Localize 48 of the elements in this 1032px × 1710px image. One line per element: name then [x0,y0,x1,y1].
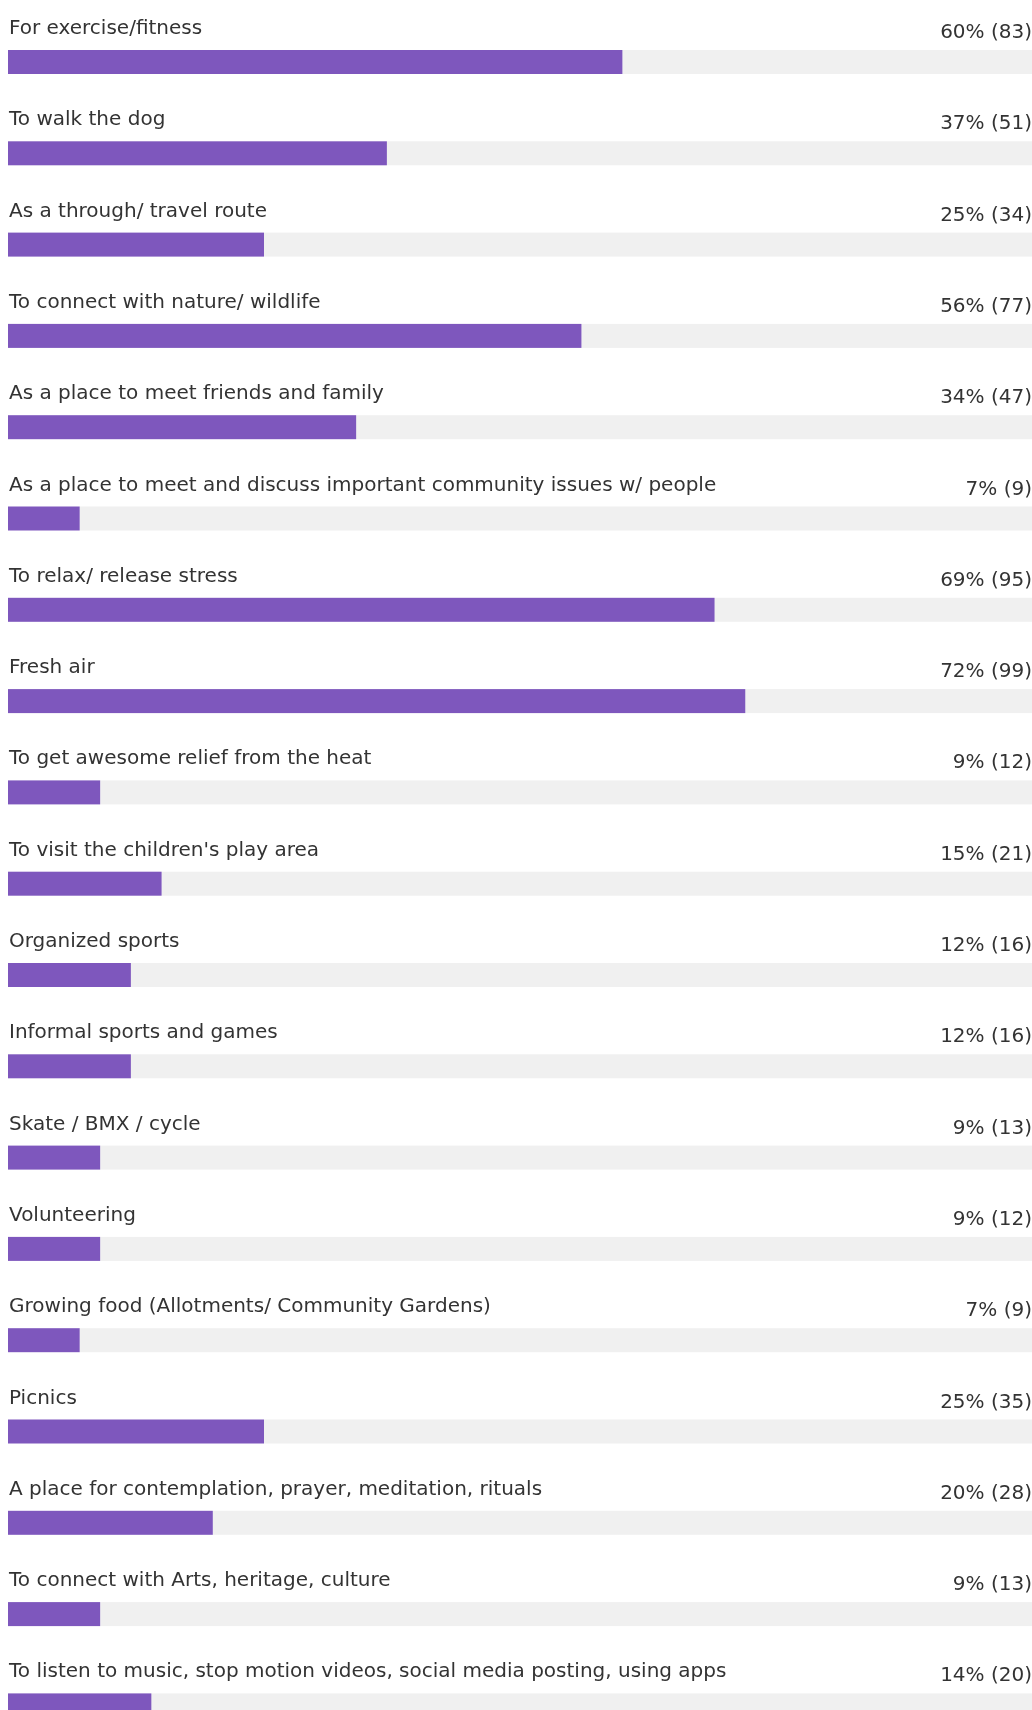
bar [8,780,101,805]
data-label: 9% (12) [952,749,1032,774]
y-tick-label: Organized sports [9,928,180,952]
y-tick-label: Volunteering [9,1201,136,1226]
data-label: 34% (47) [940,384,1032,409]
y-tick-label: Fresh air [9,654,96,679]
data-label: 56% (77) [940,292,1032,317]
y-tick-label: To connect with nature/ wildlife [8,288,321,313]
y-tick-label: To connect with Arts, heritage, culture [8,1567,391,1592]
data-label: 7% (9) [965,475,1032,500]
data-label: 25% (34) [940,201,1032,226]
y-tick-label: Growing food (Allotments/ Community Gardens) [9,1293,491,1318]
data-label: 37% (51) [940,110,1032,135]
bar [8,963,131,987]
data-label: 60% (83) [940,19,1032,43]
y-tick-label: Picnics [9,1384,77,1409]
y-tick-label: A place for contemplation, prayer, meditation, rituals [9,1475,543,1500]
y-tick-label: As a through/ travel route [9,197,267,222]
data-label: 25% (35) [940,1388,1032,1413]
y-tick-label: To walk the dog [8,106,166,131]
data-label: 9% (13) [952,1571,1032,1596]
data-label: 20% (28) [940,1479,1032,1504]
y-tick-label: Informal sports and games [9,1019,278,1044]
data-label: 9% (13) [952,1114,1032,1139]
data-label: 14% (20) [940,1662,1032,1687]
data-label: 15% (21) [940,840,1032,865]
data-label: 12% (16) [940,932,1032,956]
bar [8,871,162,896]
y-tick-label: As a place to meet and discuss important community issues w/ people [9,471,717,496]
data-label: 69% (95) [940,566,1032,591]
y-tick-label: To relax/ release stress [8,562,238,587]
data-label: 12% (16) [940,1023,1032,1048]
y-tick-label: As a place to meet friends and family [9,380,385,405]
bar [8,1054,131,1079]
data-label: 72% (99) [940,658,1032,683]
bar [8,506,80,531]
bar [8,1510,213,1535]
bar [8,1236,101,1261]
bar [8,1602,101,1627]
bar [8,1328,80,1353]
data-label: 9% (12) [952,1205,1032,1230]
y-tick-label: To get awesome relief from the heat [8,745,372,770]
bar [8,1145,101,1170]
y-tick-label: Skate / BMX / cycle [9,1110,201,1135]
data-label: 7% (9) [965,1297,1032,1322]
y-tick-label: To listen to music, stop motion videos, social media posting, using apps [8,1658,727,1683]
y-tick-label: For exercise/fitness [9,15,203,39]
y-tick-label: To visit the children's play area [8,836,319,861]
